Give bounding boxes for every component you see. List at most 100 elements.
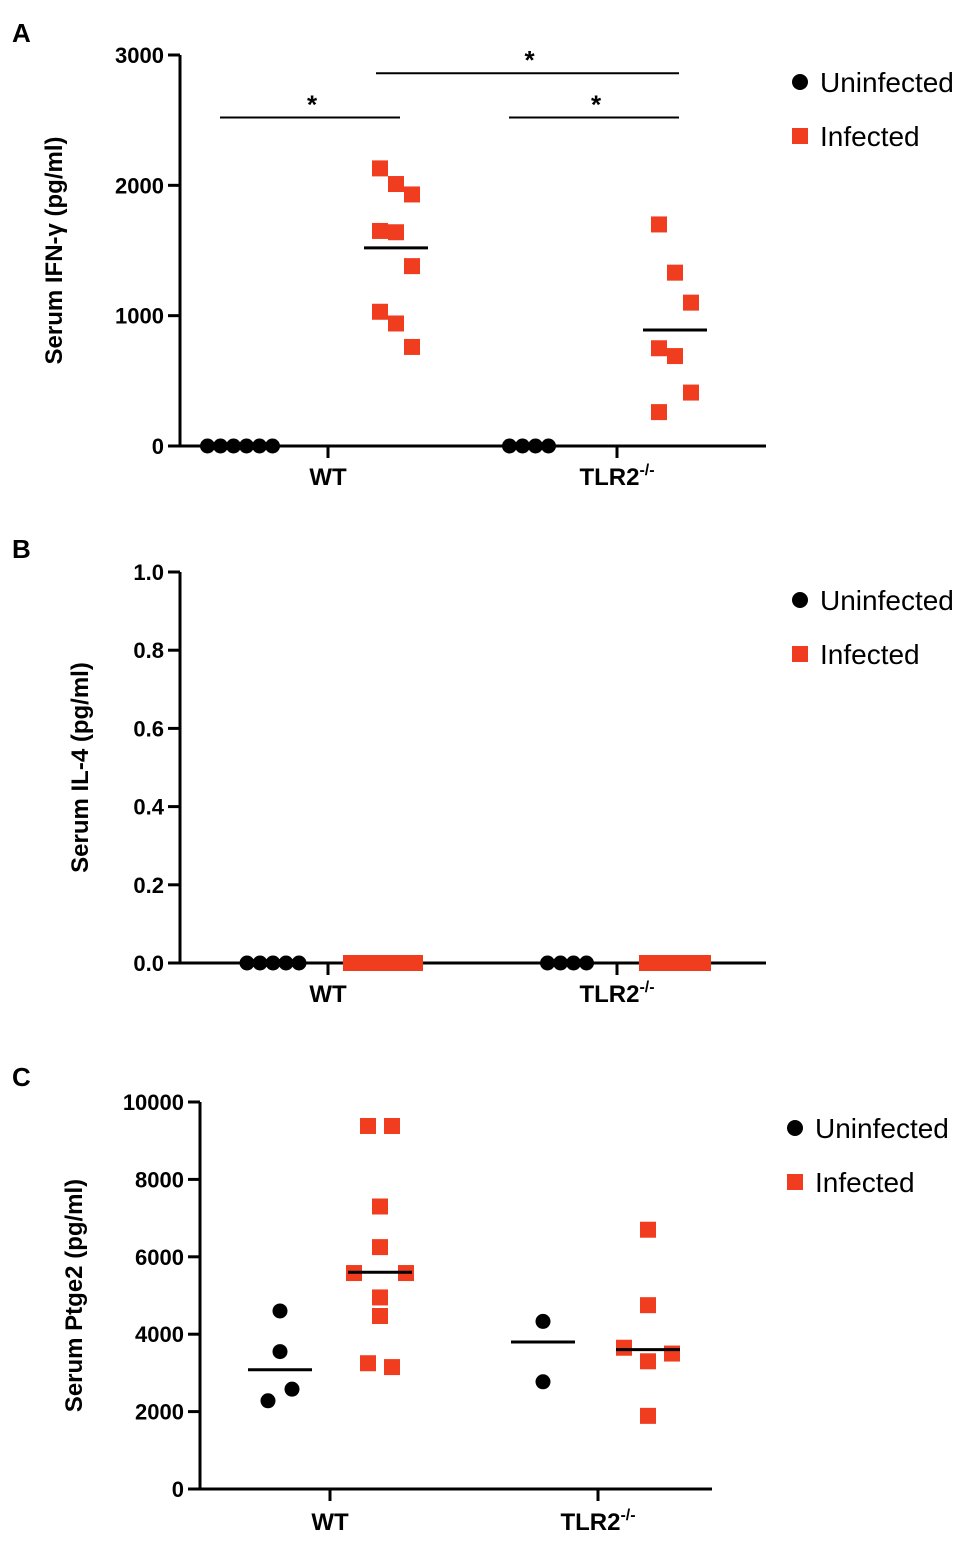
x-category-label: TLR2-/- [560,1507,635,1536]
data-point-uninfected [252,438,267,454]
panel-C: C 0 2000 4000 6000 8000 10000 WT TLR2-/- Serum Pt… [12,1062,949,1536]
legend-infected-marker [792,128,808,144]
data-point-infected [372,303,388,320]
data-point-infected [667,348,683,365]
data-point-infected [404,258,420,275]
data-point-infected [640,1353,656,1370]
data-point-infected [616,1339,632,1356]
data-point-uninfected [260,1393,276,1409]
data-point-infected [372,1289,388,1306]
y-axis-label: Serum IFN-γ (pg/ml) [41,136,68,364]
legend-infected-marker [792,646,808,662]
data-point-infected [404,186,420,203]
data-point-infected [384,1359,400,1376]
y-tick-label: 10000 [123,1090,184,1115]
significance-star: * [307,90,318,120]
panel-label: A [12,18,31,48]
data-point-uninfected [265,955,281,971]
data-point-uninfected [579,955,594,971]
x-category-label: TLR2-/- [579,979,654,1008]
legend-infected-marker [787,1174,803,1190]
x-category-label: WT [309,981,347,1008]
y-tick-label: 4000 [135,1322,184,1347]
y-tick-label: 2000 [115,173,164,198]
y-tick-label: 2000 [135,1400,184,1425]
data-point-infected [372,1308,388,1325]
data-point-infected [683,294,699,311]
data-point-infected [384,1117,400,1134]
legend-uninfected-label: Uninfected [820,67,954,98]
data-point-uninfected [200,438,215,454]
data-point-infected [388,315,404,332]
data-point-infected [404,338,420,355]
data-point-uninfected [239,438,254,454]
data-point-infected [651,404,667,421]
data-point-infected [372,1239,388,1256]
data-point-infected [360,1117,376,1134]
y-tick-label: 1000 [115,304,164,329]
data-point-infected [695,955,711,971]
data-point-uninfected [272,1303,288,1319]
y-tick-label: 0.8 [133,638,164,663]
y-tick-label: 6000 [135,1245,184,1270]
legend-uninfected-label: Uninfected [820,585,954,616]
data-point-infected [372,222,388,239]
data-point-infected [407,955,423,971]
data-point-infected [360,1355,376,1372]
y-tick-label: 0 [172,1477,184,1502]
data-point-infected [388,224,404,241]
data-point-infected [651,340,667,357]
y-tick-label: 0.0 [133,951,164,976]
y-tick-label: 1.0 [133,560,164,585]
legend-uninfected-marker [787,1120,803,1136]
data-point-uninfected [213,438,228,454]
significance-star: * [524,45,535,75]
data-point-infected [372,1198,388,1215]
x-category-label: WT [311,1509,349,1536]
y-axis-label: Serum Ptge2 (pg/ml) [61,1179,88,1412]
data-point-uninfected [515,438,530,454]
data-point-infected [683,384,699,401]
data-point-uninfected [239,955,255,971]
y-tick-label: 0 [152,434,164,459]
y-tick-label: 3000 [115,43,164,68]
data-point-uninfected [226,438,241,454]
y-axis-label: Serum IL-4 (pg/ml) [67,662,94,873]
legend-infected-label: Infected [820,639,920,670]
data-point-uninfected [502,438,517,454]
panel-B: B 0.0 0.2 0.4 0.6 0.8 1.0 WT TLR2-/- Serum IL-4 (… [12,534,954,1008]
y-tick-label: 0.4 [133,795,164,820]
legend-infected-label: Infected [820,121,920,152]
data-point-infected [667,264,683,281]
data-point-infected [640,1297,656,1314]
panel-label: C [12,1062,31,1092]
data-point-uninfected [278,955,294,971]
data-point-uninfected [528,438,543,454]
data-point-infected [640,1407,656,1424]
y-tick-label: 0.6 [133,716,164,741]
panel-A: A 0 1000 2000 3000 WT TLR2-/- Serum IFN-γ (pg/m… [12,18,954,491]
y-tick-label: 8000 [135,1167,184,1192]
legend-uninfected-marker [792,74,808,90]
data-point-uninfected [291,955,307,971]
data-point-infected [388,176,404,193]
legend-infected-label: Infected [815,1167,915,1198]
data-point-uninfected [566,955,581,971]
data-point-infected [651,216,667,233]
data-point-infected [664,1345,680,1362]
data-point-infected [372,160,388,177]
significance-star: * [591,90,602,120]
data-point-uninfected [540,955,555,971]
panel-label: B [12,534,31,564]
legend-uninfected-marker [792,592,808,608]
data-point-infected [640,1221,656,1238]
data-point-uninfected [252,955,268,971]
data-point-uninfected [541,438,556,454]
x-category-label: WT [309,464,347,491]
y-tick-label: 0.2 [133,873,164,898]
data-point-uninfected [272,1344,288,1360]
data-point-uninfected [535,1313,551,1329]
data-point-uninfected [535,1374,551,1390]
data-point-uninfected [284,1381,300,1397]
